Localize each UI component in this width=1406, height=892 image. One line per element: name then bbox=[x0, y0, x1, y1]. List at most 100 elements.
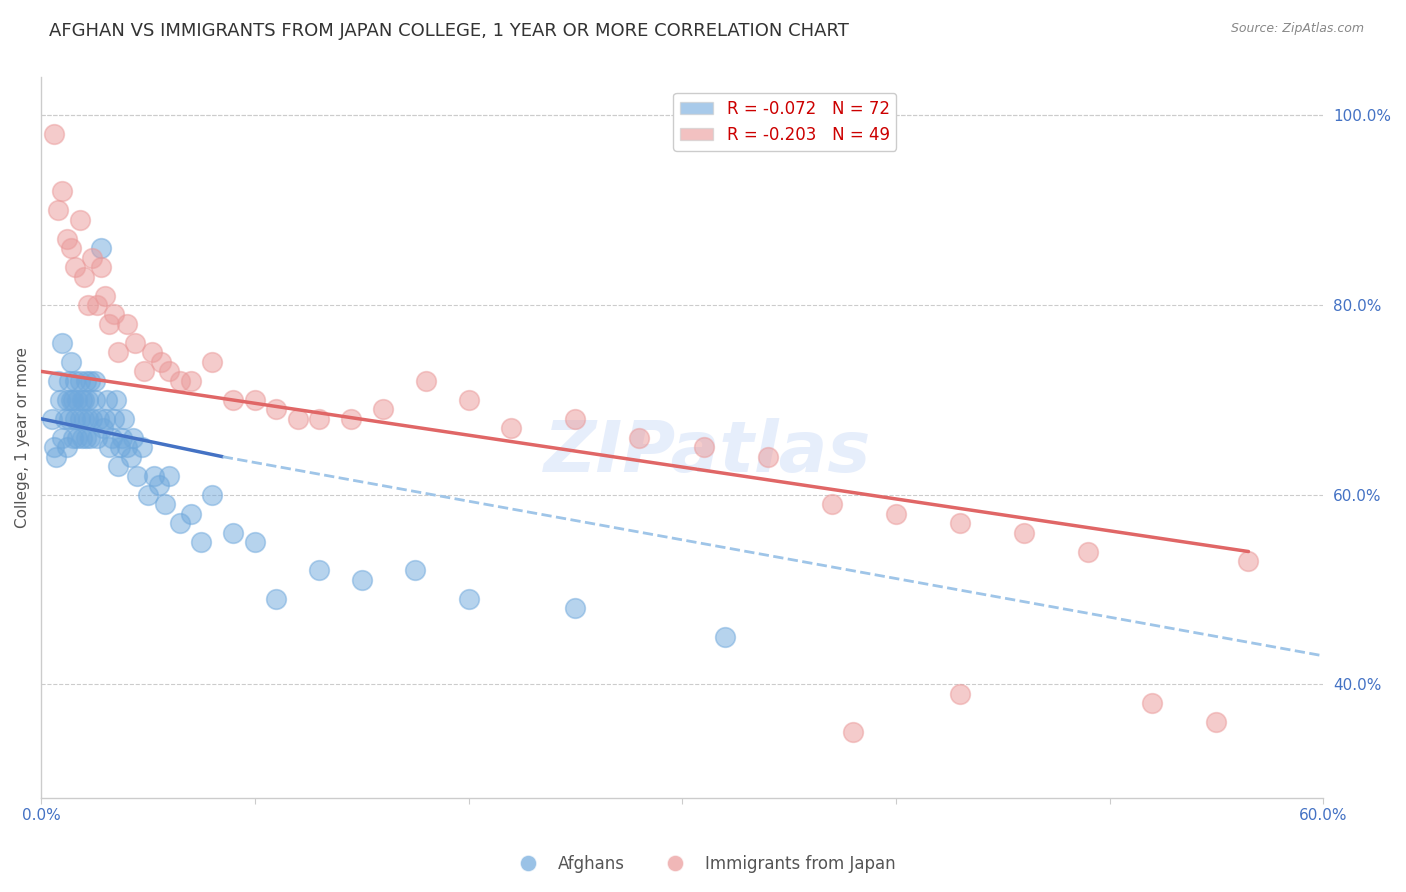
Legend: R = -0.072   N = 72, R = -0.203   N = 49: R = -0.072 N = 72, R = -0.203 N = 49 bbox=[673, 93, 896, 151]
Legend: Afghans, Immigrants from Japan: Afghans, Immigrants from Japan bbox=[505, 848, 901, 880]
Point bbox=[70, 392, 93, 407]
Point bbox=[100, 431, 122, 445]
Point bbox=[190, 535, 212, 549]
Point bbox=[91, 421, 114, 435]
Point bbox=[222, 392, 245, 407]
Point bbox=[65, 374, 87, 388]
Point bbox=[90, 241, 112, 255]
Point bbox=[115, 317, 138, 331]
Point bbox=[70, 431, 93, 445]
Point bbox=[66, 431, 89, 445]
Point bbox=[104, 392, 127, 407]
Point bbox=[842, 724, 865, 739]
Point bbox=[287, 411, 309, 425]
Point bbox=[65, 411, 87, 425]
Point bbox=[501, 421, 523, 435]
Point bbox=[564, 411, 586, 425]
Point bbox=[58, 374, 80, 388]
Point bbox=[340, 411, 363, 425]
Point bbox=[157, 468, 180, 483]
Point bbox=[157, 364, 180, 378]
Point bbox=[65, 260, 87, 274]
Point bbox=[62, 392, 84, 407]
Point bbox=[96, 392, 118, 407]
Point bbox=[46, 203, 69, 218]
Point bbox=[51, 335, 73, 350]
Point bbox=[83, 374, 105, 388]
Point bbox=[115, 440, 138, 454]
Point bbox=[55, 232, 77, 246]
Point bbox=[82, 411, 104, 425]
Point bbox=[98, 440, 121, 454]
Point bbox=[83, 392, 105, 407]
Point bbox=[131, 440, 153, 454]
Point bbox=[60, 241, 83, 255]
Point bbox=[77, 298, 100, 312]
Point bbox=[201, 488, 224, 502]
Point bbox=[79, 431, 101, 445]
Point bbox=[107, 459, 129, 474]
Point bbox=[62, 431, 84, 445]
Point bbox=[73, 269, 96, 284]
Point bbox=[222, 525, 245, 540]
Point bbox=[692, 440, 714, 454]
Point bbox=[756, 450, 779, 464]
Point bbox=[94, 288, 117, 302]
Point bbox=[308, 411, 330, 425]
Point bbox=[243, 392, 266, 407]
Point bbox=[169, 516, 191, 530]
Point bbox=[98, 317, 121, 331]
Point bbox=[55, 440, 77, 454]
Point bbox=[169, 374, 191, 388]
Point bbox=[949, 516, 972, 530]
Text: AFGHAN VS IMMIGRANTS FROM JAPAN COLLEGE, 1 YEAR OR MORE CORRELATION CHART: AFGHAN VS IMMIGRANTS FROM JAPAN COLLEGE,… bbox=[49, 22, 849, 40]
Point bbox=[41, 411, 63, 425]
Point bbox=[132, 364, 155, 378]
Point bbox=[1237, 554, 1260, 568]
Point bbox=[51, 184, 73, 198]
Point bbox=[111, 431, 134, 445]
Point bbox=[103, 411, 125, 425]
Point bbox=[42, 128, 65, 142]
Point bbox=[108, 440, 131, 454]
Point bbox=[136, 488, 159, 502]
Point bbox=[69, 374, 91, 388]
Point bbox=[82, 251, 104, 265]
Point bbox=[46, 374, 69, 388]
Text: Source: ZipAtlas.com: Source: ZipAtlas.com bbox=[1230, 22, 1364, 36]
Point bbox=[55, 392, 77, 407]
Point bbox=[949, 687, 972, 701]
Text: ZIPatlas: ZIPatlas bbox=[544, 417, 872, 487]
Point bbox=[180, 374, 202, 388]
Point bbox=[79, 374, 101, 388]
Point bbox=[371, 402, 394, 417]
Point bbox=[404, 564, 426, 578]
Point bbox=[69, 212, 91, 227]
Point bbox=[201, 355, 224, 369]
Y-axis label: College, 1 year or more: College, 1 year or more bbox=[15, 347, 30, 528]
Point bbox=[149, 355, 172, 369]
Point bbox=[415, 374, 437, 388]
Point bbox=[86, 431, 108, 445]
Point bbox=[243, 535, 266, 549]
Point bbox=[122, 431, 145, 445]
Point bbox=[143, 468, 166, 483]
Point bbox=[1077, 544, 1099, 558]
Point bbox=[308, 564, 330, 578]
Point bbox=[120, 450, 142, 464]
Point bbox=[73, 392, 96, 407]
Point bbox=[60, 392, 83, 407]
Point bbox=[350, 573, 373, 587]
Point bbox=[153, 497, 176, 511]
Point bbox=[73, 411, 96, 425]
Point bbox=[1012, 525, 1035, 540]
Point bbox=[60, 355, 83, 369]
Point bbox=[714, 630, 737, 644]
Point bbox=[821, 497, 844, 511]
Point bbox=[628, 431, 651, 445]
Point bbox=[66, 392, 89, 407]
Point bbox=[90, 260, 112, 274]
Point bbox=[53, 411, 76, 425]
Point bbox=[457, 392, 479, 407]
Point bbox=[69, 411, 91, 425]
